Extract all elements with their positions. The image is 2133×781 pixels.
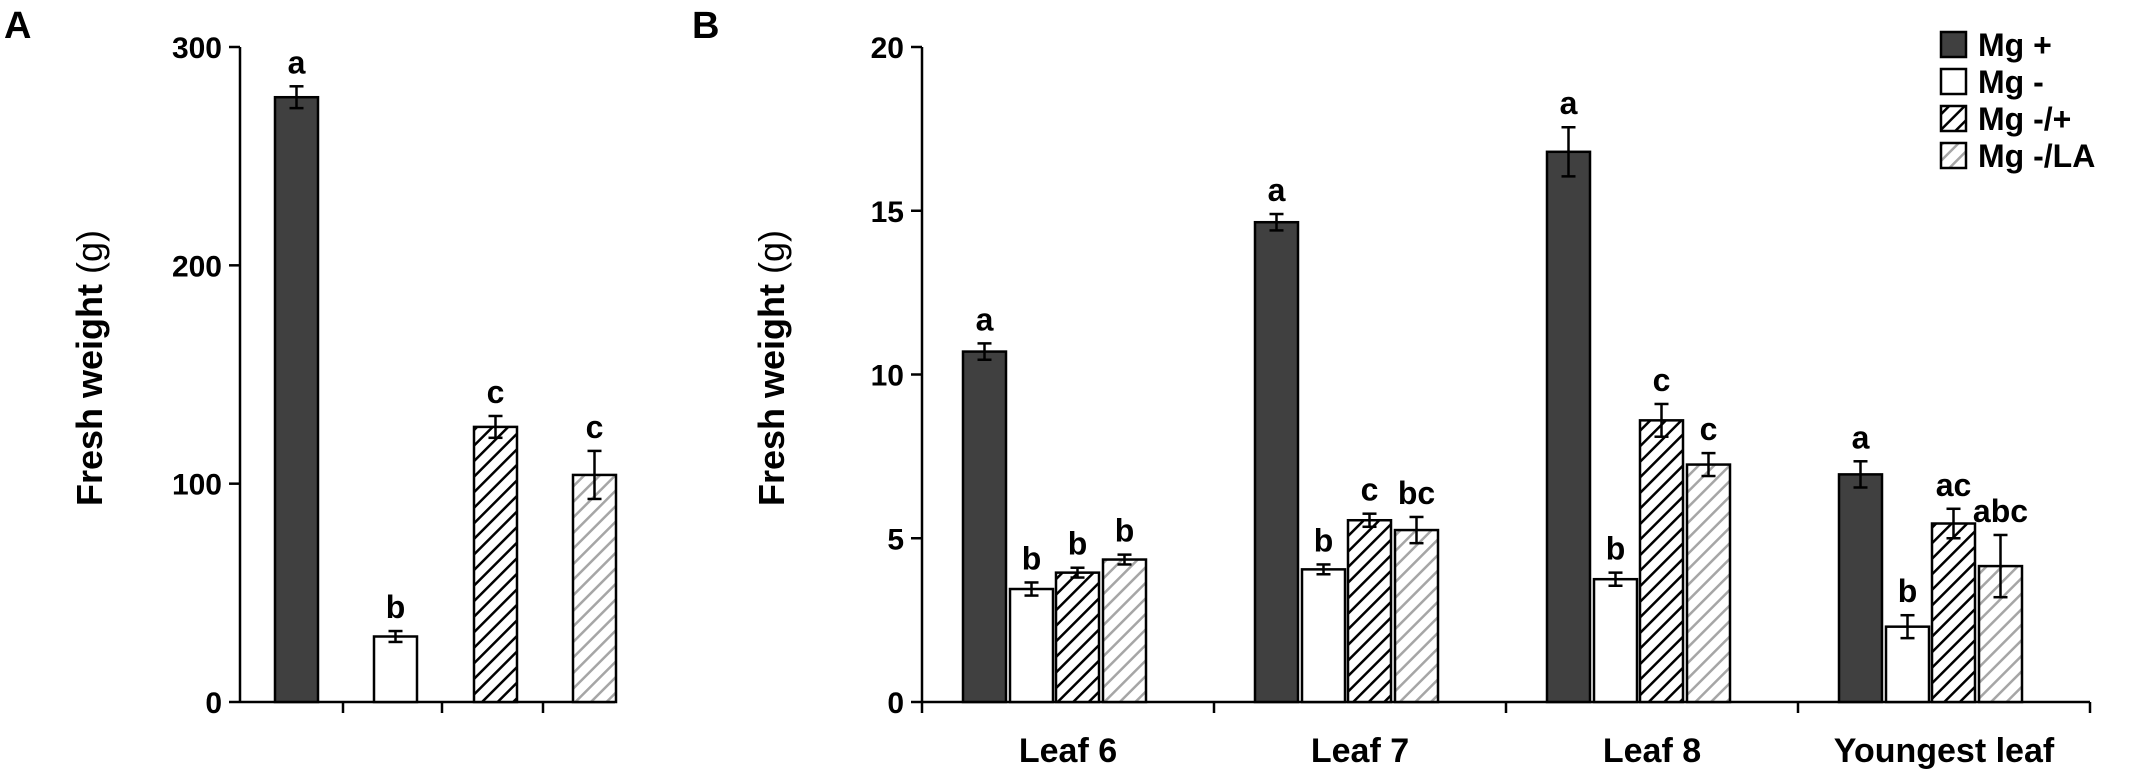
- legend: Mg +Mg -Mg -/+Mg -/LA: [1939, 27, 2095, 174]
- bar: [1346, 518, 1393, 704]
- legend-swatch: [1939, 67, 1968, 96]
- significance-label: b: [1898, 573, 1918, 609]
- significance-label: a: [976, 301, 994, 337]
- significance-label: b: [1115, 513, 1135, 549]
- significance-label: bc: [1398, 475, 1435, 511]
- bar: [1837, 473, 1884, 704]
- legend-swatch: [1939, 30, 1968, 59]
- panel-a-label: A: [4, 5, 31, 47]
- significance-label: c: [586, 409, 604, 445]
- significance-label: ac: [1936, 467, 1972, 503]
- significance-label: b: [1022, 540, 1042, 576]
- y-tick-label: 5: [887, 523, 904, 556]
- legend-label: Mg -/LA: [1978, 138, 2095, 174]
- bar: [1054, 571, 1101, 704]
- legend-label: Mg +: [1978, 27, 2052, 63]
- y-tick-label: 15: [871, 196, 904, 229]
- bar: [1592, 577, 1639, 704]
- x-tick-label: Leaf 6: [1019, 732, 1117, 770]
- significance-label: b: [1606, 531, 1626, 567]
- bar: [1638, 419, 1685, 704]
- significance-label: b: [386, 589, 406, 625]
- bar: [1930, 522, 1977, 704]
- significance-label: b: [1068, 526, 1088, 562]
- x-tick-label: Leaf 7: [1311, 732, 1409, 770]
- panel-a: A Fresh weight(g) 0 100 200 300 a b c c: [4, 5, 618, 720]
- bar: [1393, 528, 1440, 704]
- significance-label: c: [1700, 411, 1718, 447]
- bar: [1253, 220, 1300, 704]
- legend-label: Mg -/+: [1978, 101, 2071, 137]
- significance-label: c: [1653, 362, 1671, 398]
- significance-label: c: [1361, 472, 1379, 508]
- bar: [372, 635, 419, 704]
- bar: [1300, 568, 1347, 704]
- y-tick-label: 100: [172, 469, 222, 502]
- bar: [1008, 587, 1055, 704]
- bar: [472, 425, 519, 704]
- x-tick-label: Youngest leaf: [1834, 732, 2055, 770]
- significance-label: c: [487, 374, 505, 410]
- legend-swatch: [1939, 104, 1968, 133]
- legend-label: Mg -: [1978, 64, 2044, 100]
- y-tick-label: 0: [205, 687, 222, 720]
- bar: [1685, 463, 1732, 704]
- panel-a-plot: 0 100 200 300 a b c c: [172, 32, 618, 720]
- x-tick-label: Leaf 8: [1603, 732, 1701, 770]
- y-tick-label: 0: [887, 687, 904, 720]
- significance-label: a: [288, 44, 306, 80]
- y-tick-label: 10: [871, 360, 904, 393]
- bar: [571, 473, 618, 704]
- bar: [273, 95, 320, 704]
- panel-b-label: B: [692, 5, 719, 47]
- panel-b-y-axis-title: Fresh weight(g): [751, 230, 792, 506]
- panel-a-y-axis-title: Fresh weight(g): [69, 230, 110, 506]
- y-tick-label: 20: [871, 32, 904, 65]
- significance-label: b: [1314, 522, 1334, 558]
- significance-label: abc: [1973, 493, 2028, 529]
- significance-label: a: [1852, 419, 1870, 455]
- legend-swatch: [1939, 141, 1968, 170]
- bar: [961, 350, 1008, 704]
- significance-label: a: [1268, 172, 1286, 208]
- y-tick-label: 300: [172, 32, 222, 65]
- significance-label: a: [1560, 85, 1578, 121]
- y-tick-label: 200: [172, 250, 222, 283]
- bar: [1101, 558, 1148, 704]
- bar: [1545, 150, 1592, 704]
